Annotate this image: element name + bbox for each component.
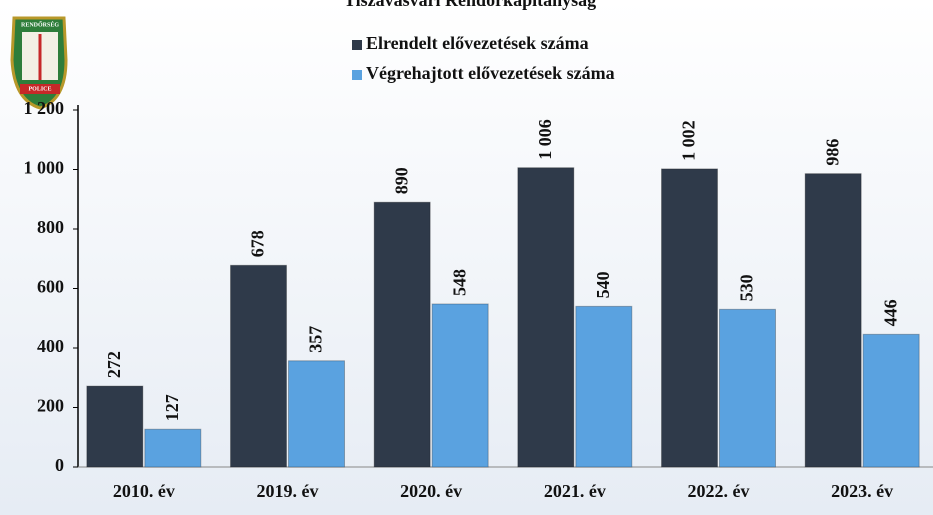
bar xyxy=(374,202,430,467)
x-tick-label: 2019. év xyxy=(257,481,319,501)
value-label: 530 xyxy=(737,274,757,301)
bar xyxy=(432,304,488,467)
y-tick-label: 800 xyxy=(37,217,64,237)
value-label: 127 xyxy=(162,394,182,421)
bar xyxy=(289,361,345,467)
legend-swatch xyxy=(352,40,362,50)
bar xyxy=(720,309,776,467)
value-label: 548 xyxy=(449,269,469,296)
value-label: 446 xyxy=(880,299,900,326)
bar xyxy=(863,334,919,467)
logo-top-text: RENDŐRSÉG xyxy=(21,20,59,28)
y-tick-label: 400 xyxy=(37,336,64,356)
value-label: 357 xyxy=(306,326,326,353)
value-label: 272 xyxy=(104,351,124,378)
bar xyxy=(662,169,718,467)
legend-label: Végrehajtott elővezetések száma xyxy=(366,63,615,83)
logo: RENDŐRSÉG POLICE xyxy=(12,18,66,108)
x-tick-label: 2023. év xyxy=(831,481,893,501)
legend-label: Elrendelt elővezetések száma xyxy=(366,33,589,53)
legend-swatch xyxy=(352,70,362,80)
bar xyxy=(805,174,861,467)
y-tick-label: 0 xyxy=(55,455,64,475)
y-tick-label: 1 200 xyxy=(24,98,65,118)
bar xyxy=(145,429,201,467)
value-label: 678 xyxy=(248,230,268,257)
y-tick-label: 600 xyxy=(37,277,64,297)
value-label: 540 xyxy=(593,271,613,298)
y-tick-label: 200 xyxy=(37,396,64,416)
bar xyxy=(231,265,287,467)
chart: RENDŐRSÉG POLICE Tiszavasvári Rendőrkapi… xyxy=(0,0,933,515)
x-tick-label: 2021. év xyxy=(544,481,606,501)
y-tick-label: 1 000 xyxy=(24,158,65,178)
logo-bottom-text: POLICE xyxy=(28,86,51,92)
bar xyxy=(518,168,574,467)
chart-title: Tiszavasvári Rendőrkapitányság xyxy=(344,0,596,10)
value-label: 986 xyxy=(822,139,842,166)
value-label: 890 xyxy=(391,167,411,194)
bar xyxy=(576,306,632,467)
value-label: 1 006 xyxy=(535,119,555,160)
x-tick-label: 2010. év xyxy=(113,481,175,501)
x-tick-label: 2020. év xyxy=(400,481,462,501)
value-label: 1 002 xyxy=(679,120,699,161)
x-tick-label: 2022. év xyxy=(688,481,750,501)
bar xyxy=(87,386,143,467)
